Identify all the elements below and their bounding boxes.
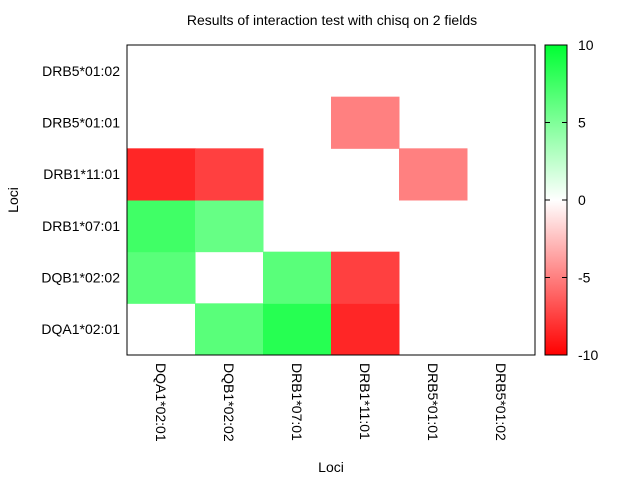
x-tick-label: DQB1*02:02 [221, 363, 237, 442]
x-tick-label: DRB1*11:01 [357, 363, 373, 440]
plot-frame [126, 44, 536, 356]
chart-title: Results of interaction test with chisq o… [187, 12, 477, 28]
y-axis-label: Loci [5, 187, 21, 213]
y-tick-labels: DQA1*02:01 DQB1*02:02 DRB1*07:01 DRB1*11:01… [41, 63, 120, 337]
y-tick-label: DRB1*07:01 [42, 218, 120, 234]
y-tick-label: DRB1*11:01 [43, 166, 120, 182]
x-tick-labels: DQA1*02:01 DQB1*02:02 DRB1*07:01 DRB1*11:01… [153, 363, 509, 442]
x-axis-label: Loci [318, 459, 344, 475]
y-tick-label: DQA1*02:01 [41, 321, 120, 337]
colorbar-tick-label: 10 [578, 37, 594, 53]
y-tick-label: DRB5*01:02 [42, 63, 120, 79]
colorbar-ticks: 10 5 0 -5 -10 [545, 37, 598, 363]
heatmap-cell [195, 200, 264, 253]
heatmap-cell [127, 200, 196, 253]
heatmap-cell [331, 251, 400, 304]
heatmap-cell [195, 303, 264, 356]
colorbar-tick-label: 5 [578, 115, 586, 131]
heatmap-cells [127, 96, 468, 356]
x-tick-label: DQA1*02:01 [153, 363, 169, 442]
colorbar-tick-label: -10 [578, 347, 598, 363]
heatmap-cell [195, 148, 264, 201]
heatmap-cell [127, 148, 196, 201]
heatmap-cell [263, 303, 332, 356]
heatmap-cell [399, 148, 468, 201]
y-tick-label: DRB5*01:01 [42, 115, 120, 131]
heatmap-cell [331, 96, 400, 149]
heatmap-cell [263, 251, 332, 304]
x-tick-label: DRB5*01:01 [425, 363, 441, 441]
colorbar-tick-label: -5 [578, 270, 591, 286]
heatmap-cell [331, 303, 400, 356]
x-tick-label: DRB5*01:02 [493, 363, 509, 441]
y-tick-label: DQB1*02:02 [41, 270, 120, 286]
heatmap-cell [127, 251, 196, 304]
colorbar-tick-label: 0 [578, 192, 586, 208]
x-tick-label: DRB1*07:01 [289, 363, 305, 441]
